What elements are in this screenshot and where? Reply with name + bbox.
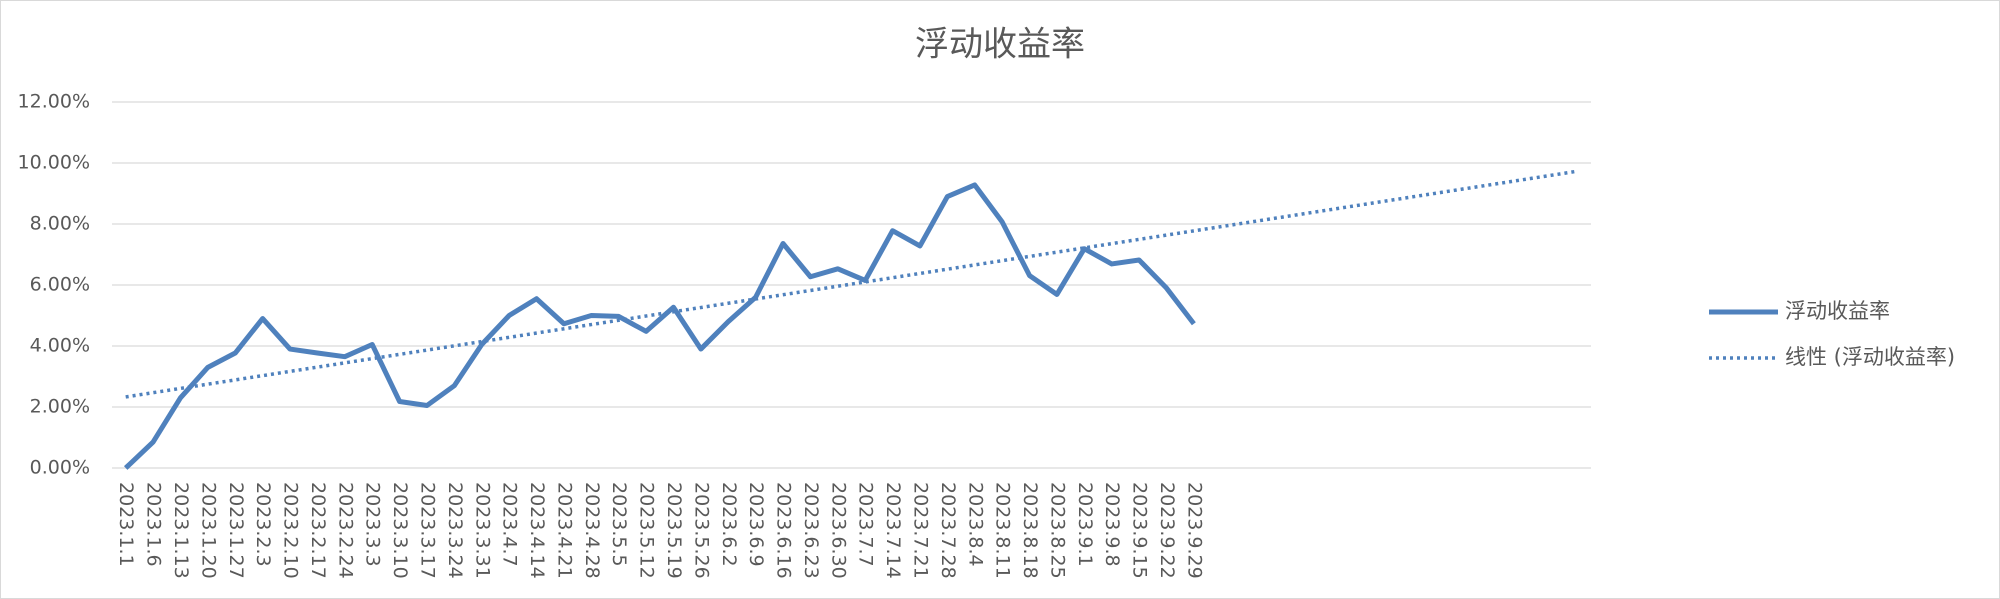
x-tick-label: 2023.3.3 <box>362 482 384 567</box>
x-tick-label: 2023.9.29 <box>1183 482 1205 579</box>
x-tick-label: 2023.1.6 <box>143 482 165 567</box>
x-tick-label: 2023.1.1 <box>115 482 137 567</box>
x-tick-label: 2023.4.14 <box>526 482 548 579</box>
x-tick-label: 2023.4.28 <box>581 482 603 579</box>
y-tick-label: 6.00% <box>30 274 90 296</box>
x-tick-label: 2023.9.8 <box>1101 482 1123 567</box>
y-tick-label: 10.00% <box>18 152 90 174</box>
x-tick-label: 2023.3.10 <box>389 482 411 579</box>
x-tick-label: 2023.7.21 <box>909 482 931 579</box>
x-tick-label: 2023.5.5 <box>608 482 630 567</box>
x-tick-label: 2023.7.14 <box>882 482 904 579</box>
x-tick-label: 2023.6.2 <box>718 482 740 567</box>
line-series <box>123 182 1196 470</box>
y-tick-label: 8.00% <box>30 213 90 235</box>
x-tick-label: 2023.2.3 <box>252 482 274 567</box>
y-tick-label: 0.00% <box>30 457 90 479</box>
x-tick-label: 2023.2.17 <box>307 482 329 579</box>
x-tick-label: 2023.3.17 <box>416 482 438 579</box>
x-tick-label: 2023.9.1 <box>1074 482 1096 567</box>
x-tick-label: 2023.4.21 <box>553 482 575 579</box>
legend-label: 浮动收益率 <box>1785 299 1890 323</box>
x-tick-label: 2023.6.9 <box>745 482 767 567</box>
chart-title: 浮动收益率 <box>915 25 1085 65</box>
x-tick-label: 2023.7.28 <box>937 482 959 579</box>
x-tick-label: 2023.3.24 <box>444 482 466 579</box>
y-tick-label: 2.00% <box>30 396 90 418</box>
legend-label: 线性 (浮动收益率) <box>1785 345 1955 369</box>
x-tick-label: 2023.8.11 <box>992 482 1014 579</box>
x-tick-label: 2023.5.12 <box>636 482 658 579</box>
x-tick-label: 2023.3.31 <box>471 482 493 579</box>
x-tick-label: 2023.9.15 <box>1129 482 1151 579</box>
x-tick-label: 2023.2.24 <box>334 482 356 579</box>
y-tick-label: 4.00% <box>30 335 90 357</box>
x-tick-label: 2023.5.19 <box>663 482 685 579</box>
x-tick-label: 2023.8.4 <box>964 482 986 567</box>
x-tick-label: 2023.4.7 <box>499 482 521 567</box>
y-tick-label: 12.00% <box>18 91 90 113</box>
x-tick-label: 2023.1.13 <box>170 482 192 579</box>
x-tick-label: 2023.9.22 <box>1156 482 1178 579</box>
x-tick-label: 2023.6.16 <box>773 482 795 579</box>
x-tick-label: 2023.6.23 <box>800 482 822 579</box>
x-tick-label: 2023.8.25 <box>1046 482 1068 579</box>
x-tick-label: 2023.1.27 <box>225 482 247 579</box>
x-tick-label: 2023.6.30 <box>827 482 849 579</box>
x-tick-label: 2023.1.20 <box>197 482 219 579</box>
x-tick-label: 2023.8.18 <box>1019 482 1041 579</box>
x-tick-label: 2023.5.26 <box>690 482 712 579</box>
x-tick-label: 2023.2.10 <box>280 482 302 579</box>
x-tick-label: 2023.7.7 <box>855 482 877 567</box>
